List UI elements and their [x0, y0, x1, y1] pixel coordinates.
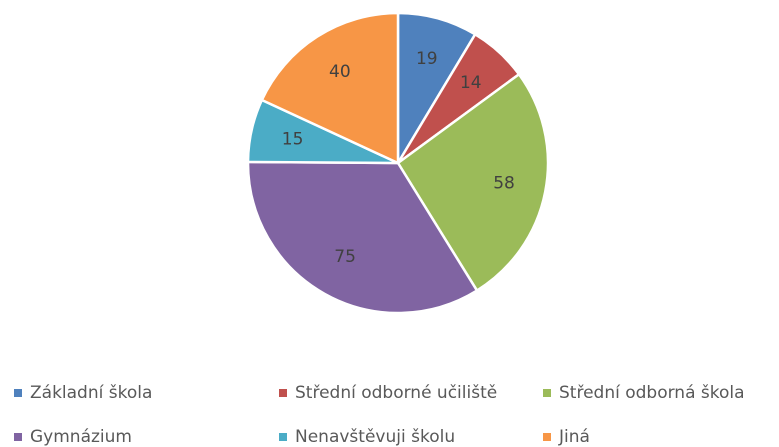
data-label: 40: [329, 62, 351, 82]
legend-marker: [543, 389, 551, 397]
data-label: 15: [282, 129, 304, 149]
legend-label: Základní škola: [30, 383, 152, 403]
legend-label: Nenavštěvuji školu: [295, 427, 455, 447]
legend-marker: [14, 433, 22, 441]
pie-slice: [246, 160, 479, 315]
legend-label: Gymnázium: [30, 427, 132, 447]
legend-marker: [279, 433, 287, 441]
legend-label: Jiná: [558, 427, 590, 447]
legend-marker: [543, 433, 551, 441]
data-label: 58: [493, 174, 515, 194]
legend-label: Střední odborná škola: [559, 383, 745, 403]
pie-slice: [260, 11, 400, 165]
legend-marker: [279, 389, 287, 397]
legend-label: Střední odborné učiliště: [295, 383, 497, 403]
data-label: 75: [334, 247, 356, 267]
legend-marker: [14, 389, 22, 397]
data-label: 19: [416, 49, 438, 69]
data-label: 14: [460, 73, 482, 93]
pie-slice: [396, 72, 550, 293]
